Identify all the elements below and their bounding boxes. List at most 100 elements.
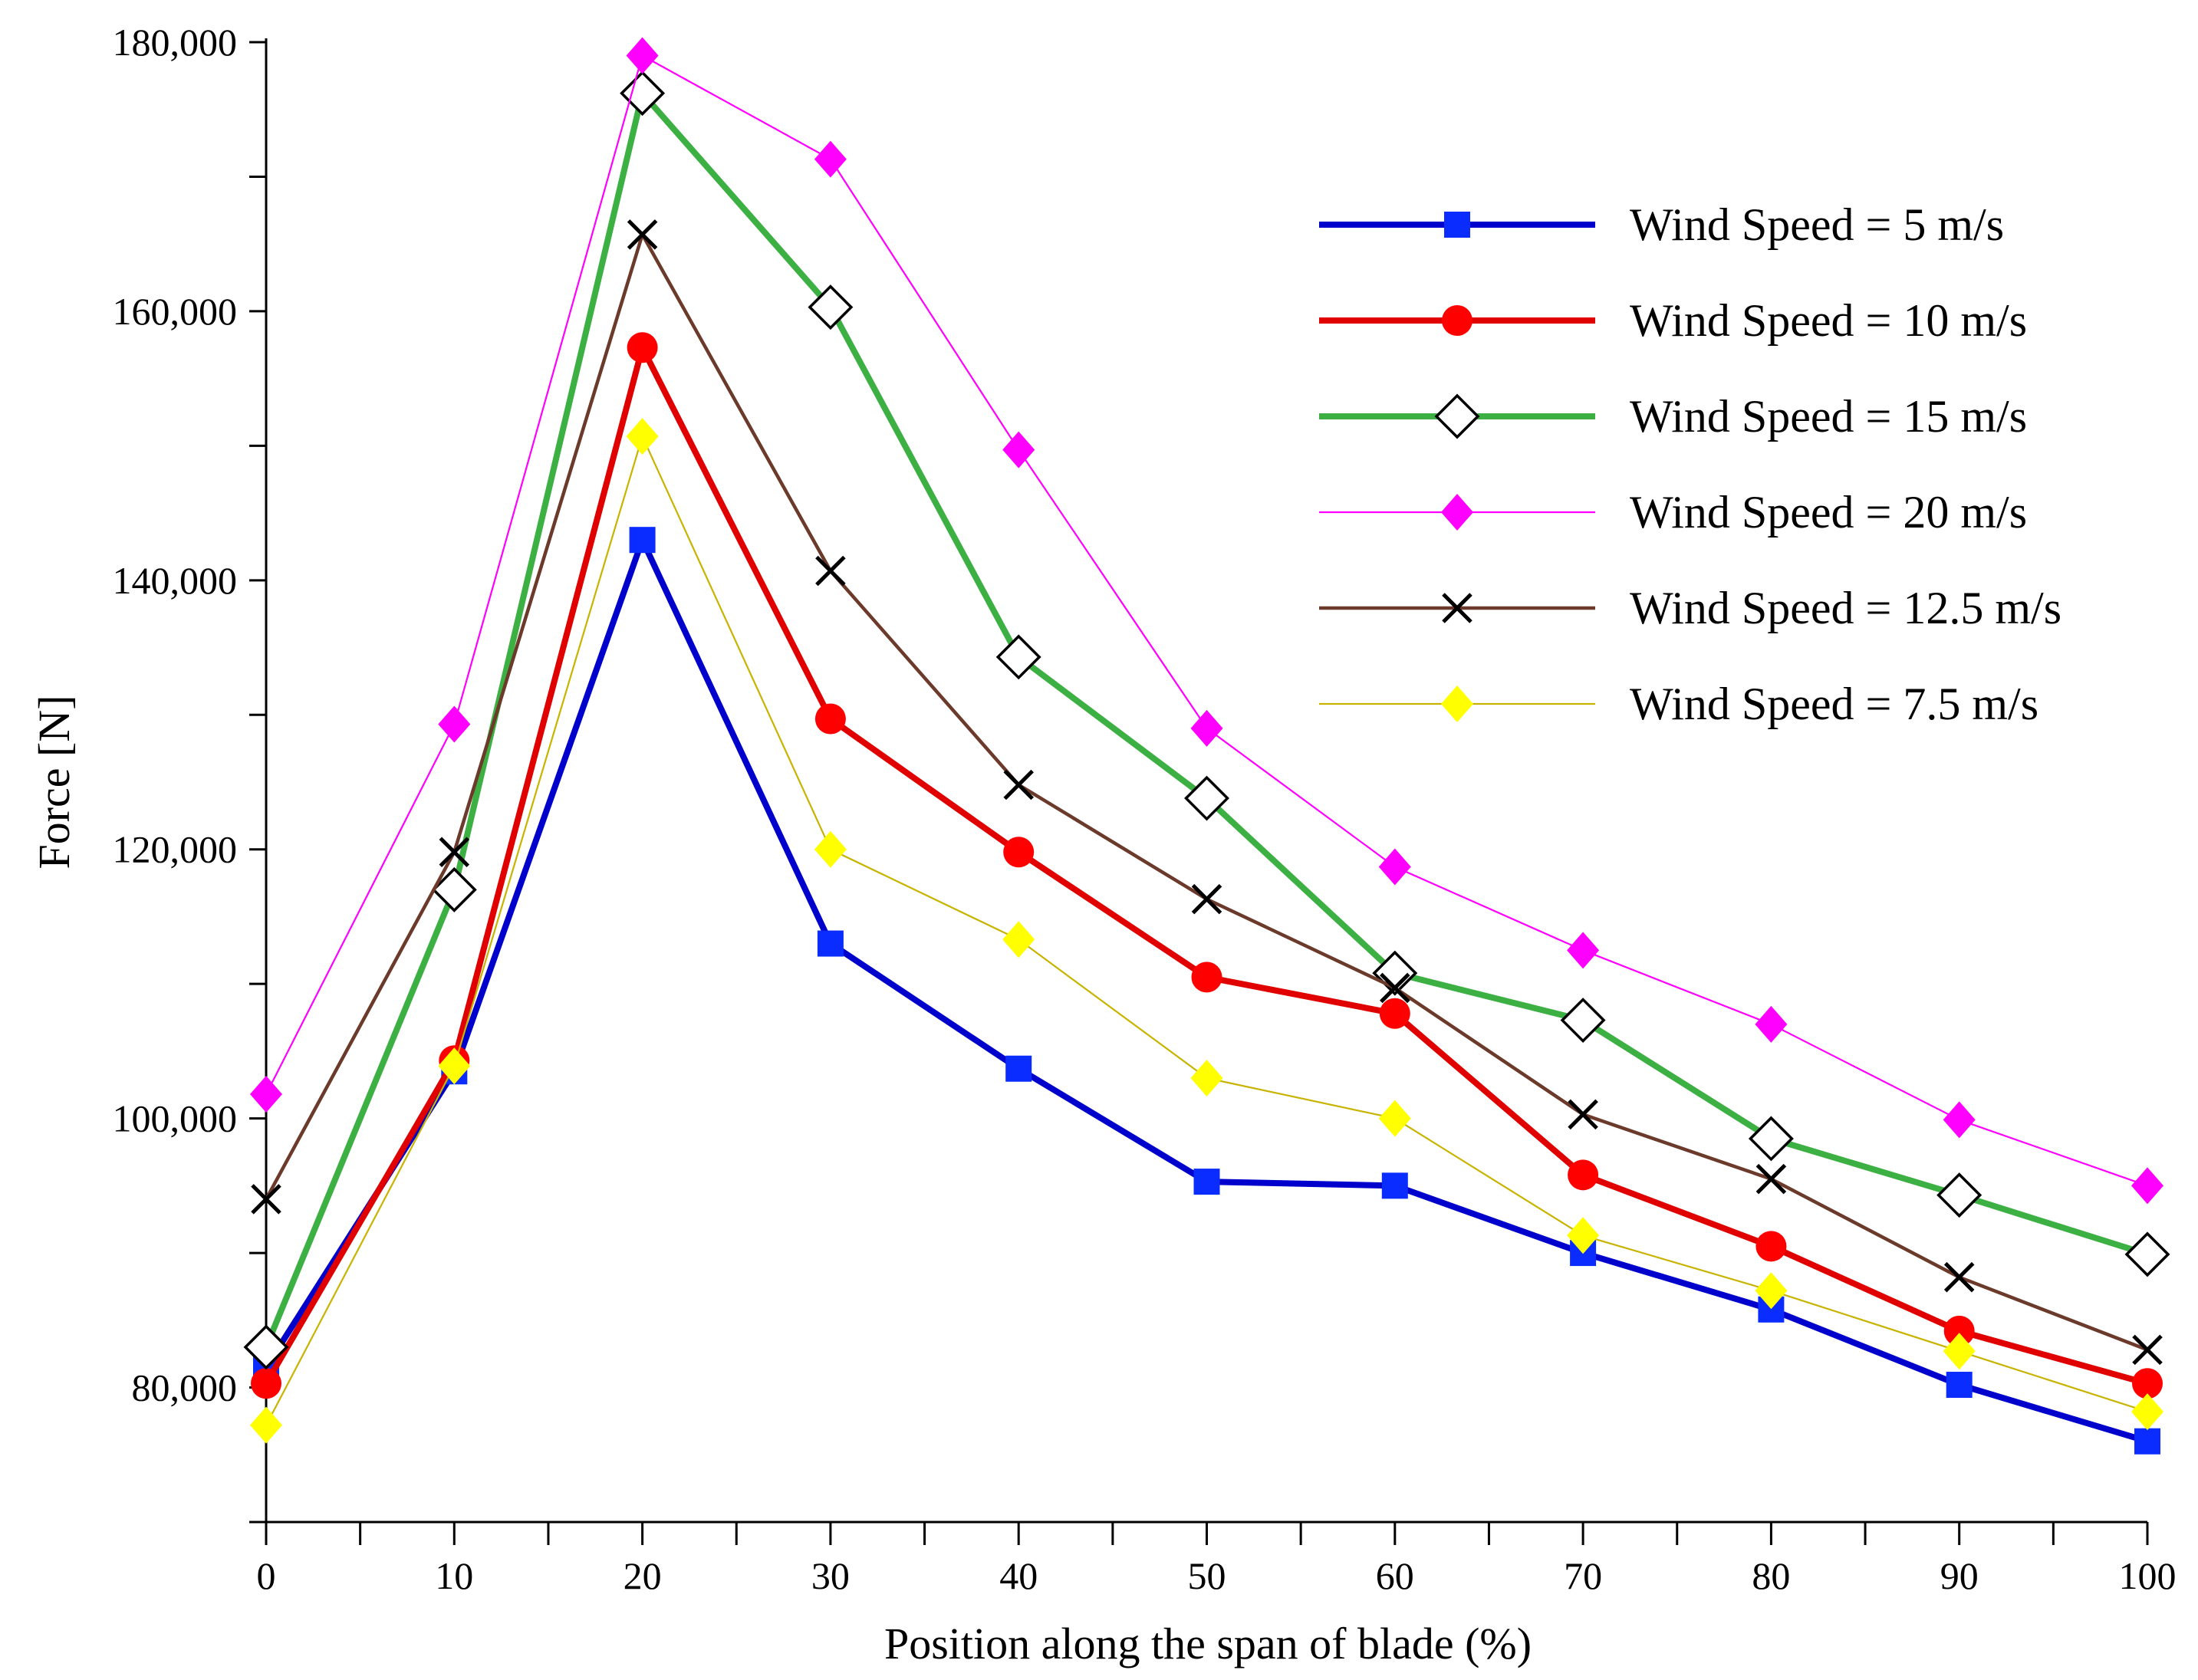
data-point: [808, 284, 854, 330]
data-point: [627, 332, 658, 363]
legend-marker: [1434, 393, 1480, 439]
data-point: [814, 140, 847, 178]
data-point: [1560, 998, 1606, 1044]
y-tick-label: 80,000: [132, 1366, 238, 1409]
x-tick-label: 0: [257, 1554, 276, 1597]
data-point: [250, 1076, 282, 1113]
legend-label: Wind Speed = 10 m/s: [1630, 295, 2027, 346]
legend-marker: [1441, 494, 1473, 531]
legend: Wind Speed = 5 m/s Wind Speed = 10 m/s Win…: [1319, 199, 2061, 729]
data-point: [626, 418, 659, 455]
data-point: [1755, 1231, 1787, 1262]
x-tick-label: 80: [1752, 1554, 1790, 1597]
legend-label: Wind Speed = 5 m/s: [1630, 199, 2004, 250]
x-tick-label: 30: [811, 1554, 850, 1597]
data-point: [1191, 883, 1222, 915]
y-tick-label: 100,000: [113, 1097, 238, 1140]
data-point: [627, 219, 658, 250]
data-point: [251, 1368, 281, 1399]
data-point: [439, 837, 470, 868]
data-point: [251, 1184, 281, 1215]
x-axis-title: Position along the span of blade (%): [884, 1619, 1532, 1668]
data-point: [1191, 962, 1222, 993]
x-tick-label: 10: [435, 1554, 473, 1597]
legend-item: Wind Speed = 15 m/s: [1319, 391, 2027, 442]
data-point: [1005, 1055, 1032, 1082]
data-point: [1755, 1005, 1788, 1043]
series-layer: [243, 37, 2170, 1455]
data-point: [1003, 769, 1034, 801]
data-point: [1002, 921, 1035, 958]
data-point: [1748, 1116, 1794, 1162]
data-point: [2134, 1428, 2160, 1455]
data-point: [814, 830, 847, 868]
data-point: [1193, 1169, 1220, 1195]
data-point: [1755, 1272, 1788, 1310]
legend-label: Wind Speed = 7.5 m/s: [1630, 679, 2038, 729]
data-point: [243, 1324, 289, 1370]
data-point: [1378, 1100, 1411, 1137]
data-point: [1003, 837, 1035, 868]
legend-item: Wind Speed = 12.5 m/s: [1319, 583, 2061, 633]
legend-item: Wind Speed = 20 m/s: [1319, 487, 2027, 538]
y-tick-label: 140,000: [113, 559, 238, 602]
legend-label: Wind Speed = 12.5 m/s: [1630, 583, 2061, 633]
y-axis-title: Force [N]: [29, 695, 79, 869]
legend-item: Wind Speed = 5 m/s: [1319, 199, 2004, 250]
x-tick-label: 70: [1564, 1554, 1602, 1597]
legend-label: Wind Speed = 20 m/s: [1630, 487, 2027, 538]
data-point: [1936, 1172, 1982, 1218]
data-point: [1943, 1101, 1976, 1139]
data-point: [1755, 1163, 1787, 1195]
data-point: [1002, 431, 1035, 468]
data-point: [1943, 1333, 1976, 1370]
data-point: [1568, 1099, 1598, 1130]
series-4: [250, 37, 2163, 1205]
data-point: [438, 705, 471, 743]
data-point: [1943, 1315, 1975, 1346]
x-tick-label: 50: [1188, 1554, 1226, 1597]
data-point: [814, 703, 846, 735]
legend-marker: [1442, 305, 1472, 336]
y-tick-label: 160,000: [113, 290, 238, 333]
data-point: [620, 71, 666, 117]
data-point: [1946, 1372, 1973, 1399]
data-point: [817, 930, 844, 957]
data-point: [815, 555, 846, 587]
data-point: [1379, 998, 1410, 1029]
legend-item: Wind Speed = 7.5 m/s: [1319, 679, 2038, 729]
y-tick-label: 120,000: [113, 828, 238, 871]
legend-item: Wind Speed = 10 m/s: [1319, 295, 2027, 346]
data-point: [2131, 1167, 2163, 1205]
data-point: [1378, 848, 1411, 886]
data-point: [626, 37, 659, 74]
data-point: [1380, 972, 1410, 1004]
x-tick-label: 100: [2119, 1554, 2177, 1597]
data-point: [995, 634, 1041, 680]
data-point: [2132, 1368, 2163, 1399]
data-point: [438, 1047, 471, 1085]
y-tick-label: 180,000: [113, 21, 238, 64]
data-point: [2132, 1334, 2163, 1366]
x-tick-label: 20: [624, 1554, 662, 1597]
data-point: [250, 1406, 282, 1444]
data-point: [431, 866, 477, 912]
series-2: [251, 332, 2163, 1399]
data-point: [1567, 1217, 1600, 1254]
data-point: [1568, 1159, 1599, 1191]
x-tick-label: 60: [1376, 1554, 1414, 1597]
x-tick-label: 40: [999, 1554, 1038, 1597]
data-point: [2131, 1393, 2163, 1431]
data-point: [1381, 1172, 1408, 1199]
legend-marker: [1442, 593, 1472, 623]
x-tick-label: 90: [1940, 1554, 1979, 1597]
series-5: [251, 219, 2163, 1366]
data-point: [1943, 1261, 1975, 1293]
legend-label: Wind Speed = 15 m/s: [1630, 391, 2027, 442]
data-point: [629, 527, 656, 554]
data-point: [1567, 932, 1600, 969]
legend-marker: [1441, 685, 1473, 722]
axes: 80,000 100,000 120,000 140,000 160,000 180,00…: [113, 21, 2177, 1597]
series-3: [243, 71, 2170, 1370]
